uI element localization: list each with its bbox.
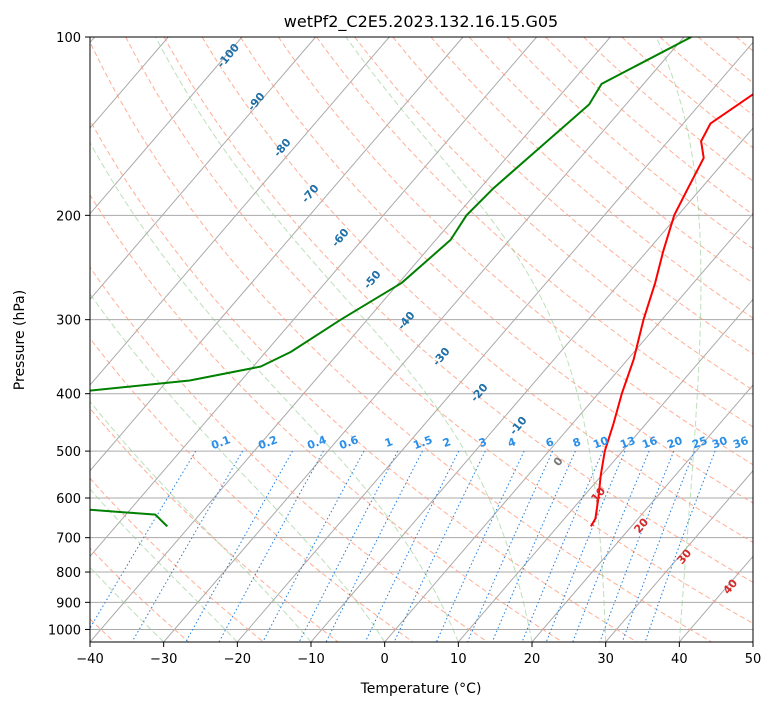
x-tick-label: −10 bbox=[297, 652, 324, 667]
y-tick-label: 800 bbox=[56, 566, 81, 581]
isotherm-gridline bbox=[310, 127, 753, 642]
y-tick-label: 100 bbox=[56, 31, 81, 46]
sounding-line bbox=[590, 93, 753, 527]
mixing-ratio-label: 36 bbox=[731, 434, 750, 452]
isotherm-gridline bbox=[384, 212, 753, 642]
moist-adiabat bbox=[90, 293, 386, 642]
mixing-ratio-label: 8 bbox=[571, 435, 583, 450]
mixing-ratio-label: 1.5 bbox=[411, 433, 434, 452]
y-tick-label: 700 bbox=[56, 532, 81, 547]
isotherm-gridline bbox=[531, 384, 753, 642]
isotherm-gridline bbox=[605, 469, 753, 642]
dry-adiabat bbox=[545, 37, 753, 216]
x-tick-label: 40 bbox=[671, 652, 688, 667]
y-tick-label: 900 bbox=[56, 596, 81, 611]
y-tick-label: 1000 bbox=[48, 623, 81, 638]
moist-adiabat bbox=[90, 488, 238, 642]
dry-adiabat bbox=[201, 37, 753, 543]
x-tick-label: 50 bbox=[745, 652, 762, 667]
x-axis: −40 −30 −20 −10 0 10 20 30 40 50 bbox=[76, 642, 761, 667]
mixing-ratio-label: 30 bbox=[710, 434, 729, 452]
mixing-ratio-line bbox=[521, 450, 604, 642]
isotherm-gridline bbox=[90, 37, 243, 215]
y-tick-label: 300 bbox=[56, 314, 81, 329]
mixing-ratio-line bbox=[545, 450, 626, 642]
mixing-ratio-label: 20 bbox=[665, 434, 684, 452]
isotherm-gridline bbox=[457, 298, 753, 642]
isotherm-gridline bbox=[163, 37, 685, 642]
dry-adiabat bbox=[90, 40, 712, 642]
mixing-ratio-line bbox=[131, 450, 244, 642]
dry-adiabat bbox=[621, 37, 753, 149]
mixing-ratio-line bbox=[393, 450, 486, 642]
mixing-ratio-label: 13 bbox=[618, 434, 637, 451]
mixing-ratio-label: 0.4 bbox=[305, 433, 328, 452]
isotherm-gridline bbox=[90, 37, 464, 472]
mixing-ratio-line bbox=[90, 450, 197, 630]
dry-adiabat bbox=[430, 37, 753, 319]
y-tick-label: 600 bbox=[56, 492, 81, 507]
isotherm-gridline bbox=[236, 41, 753, 642]
mixing-ratio-label: 10 bbox=[591, 434, 610, 452]
mixing-ratio-label: 0.2 bbox=[256, 433, 279, 452]
mixing-ratio-label: 2 bbox=[441, 435, 453, 450]
dry-adiabat bbox=[90, 119, 638, 642]
x-tick-label: −30 bbox=[150, 652, 177, 667]
x-tick-label: 10 bbox=[450, 652, 467, 667]
x-tick-label: −40 bbox=[76, 652, 103, 667]
y-tick-label: 500 bbox=[56, 445, 81, 460]
isotherm-gridline bbox=[90, 37, 317, 301]
x-tick-label: 30 bbox=[597, 652, 614, 667]
x-tick-label: −20 bbox=[224, 652, 251, 667]
isotherm-gridline bbox=[90, 37, 538, 558]
moist-adiabat bbox=[752, 638, 753, 642]
mixing-ratio-label: 1 bbox=[383, 435, 395, 450]
x-axis-title: Temperature (°C) bbox=[360, 681, 482, 697]
isotherm-gridline bbox=[752, 641, 753, 642]
mixing-ratio-line bbox=[218, 450, 324, 642]
dry-adiabat bbox=[163, 37, 753, 583]
dry-adiabat bbox=[507, 37, 753, 250]
dry-adiabat bbox=[316, 37, 753, 428]
moist-adiabat bbox=[155, 37, 533, 642]
x-tick-label: 0 bbox=[381, 652, 389, 667]
x-tick-label: 20 bbox=[524, 652, 541, 667]
y-tick-label: 400 bbox=[56, 388, 81, 403]
mixing-ratio-label: 3 bbox=[477, 435, 489, 450]
mixing-ratio-label: 25 bbox=[690, 434, 709, 451]
mixing-ratio-label: 4 bbox=[506, 435, 518, 450]
mixing-ratio-label: 16 bbox=[640, 434, 659, 452]
sounding-line bbox=[90, 37, 692, 528]
mixing-ratio-line bbox=[435, 450, 525, 642]
mixing-ratio-line bbox=[185, 450, 293, 642]
mixing-ratio-label: 0.6 bbox=[337, 433, 360, 452]
y-tick-label: 200 bbox=[56, 209, 81, 224]
moist-adiabat bbox=[90, 141, 459, 642]
isotherm-gridline bbox=[90, 37, 611, 642]
dry-adiabat bbox=[239, 37, 753, 504]
mixing-ratio-label: 6 bbox=[544, 435, 556, 450]
dry-adiabat bbox=[125, 37, 753, 624]
mixing-ratio-line bbox=[262, 450, 365, 642]
chart-title: wetPf2_C2E5.2023.132.16.15.G05 bbox=[284, 12, 558, 32]
y-axis: 100 200 300 400 500 600 700 800 900 1000 bbox=[48, 31, 90, 638]
mixing-ratio-line bbox=[467, 450, 554, 642]
y-axis-title: Pressure (hPa) bbox=[12, 290, 28, 390]
moist-adiabat bbox=[90, 400, 312, 642]
moist-adiabat bbox=[655, 37, 702, 642]
mixing-ratio-line bbox=[491, 450, 576, 642]
moist-adiabat bbox=[345, 37, 607, 642]
mixing-ratio-line bbox=[364, 450, 460, 642]
plot-background bbox=[90, 37, 753, 642]
isotherm-gridline bbox=[90, 37, 390, 386]
plot-frame bbox=[89, 36, 754, 643]
plot-area bbox=[90, 37, 753, 642]
mixing-ratio-label: 0.1 bbox=[209, 433, 232, 452]
dry-adiabat bbox=[354, 37, 753, 391]
